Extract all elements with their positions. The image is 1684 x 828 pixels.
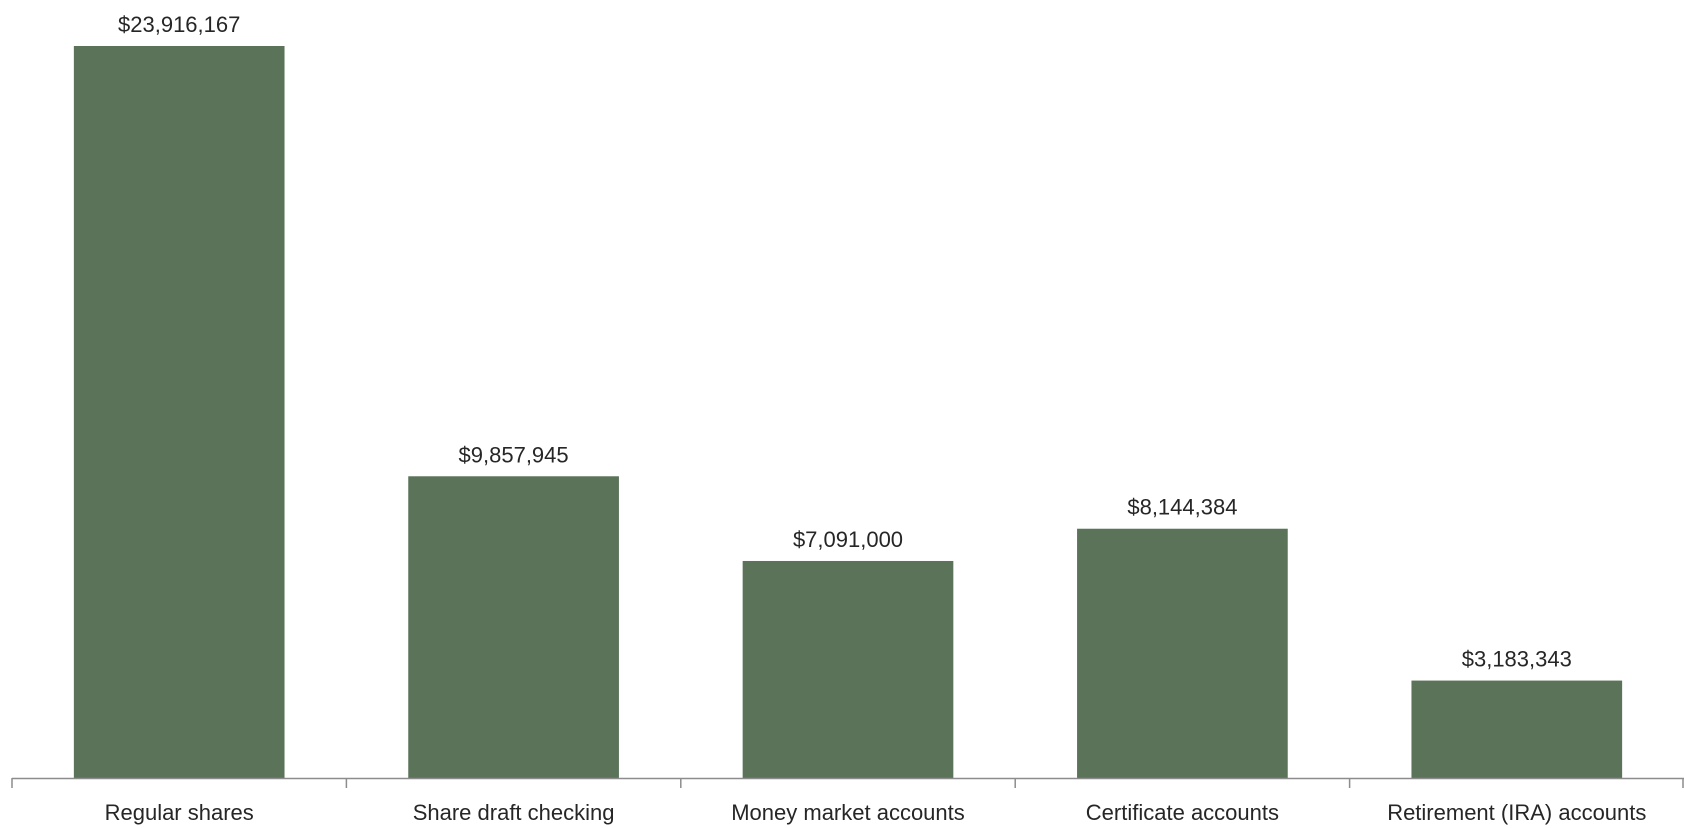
bar-1 [408,476,619,778]
data-label-4: $3,183,343 [1462,647,1572,672]
x-tick-label-4: Retirement (IRA) accounts [1387,800,1646,825]
x-tick-labels-group: Regular shares Share draft checking Money … [105,800,1647,825]
bars-group [73,46,1623,778]
x-tick-label-0: Regular shares [105,800,254,825]
bar-3 [1077,528,1288,778]
bar-4 [1411,680,1623,778]
data-label-3: $8,144,384 [1127,495,1237,520]
bar-2 [742,560,954,778]
data-labels-group: $23,916,167 $9,857,945 $7,091,000 $8,144,38… [118,12,1572,672]
x-tick-label-3: Certificate accounts [1086,800,1279,825]
x-tick-label-2: Money market accounts [731,800,965,825]
data-label-2: $7,091,000 [793,527,903,552]
x-axis [11,777,1684,788]
x-tick-label-1: Share draft checking [413,800,615,825]
bar-0 [73,46,285,778]
data-label-0: $23,916,167 [118,12,240,37]
data-label-1: $9,857,945 [459,442,569,467]
